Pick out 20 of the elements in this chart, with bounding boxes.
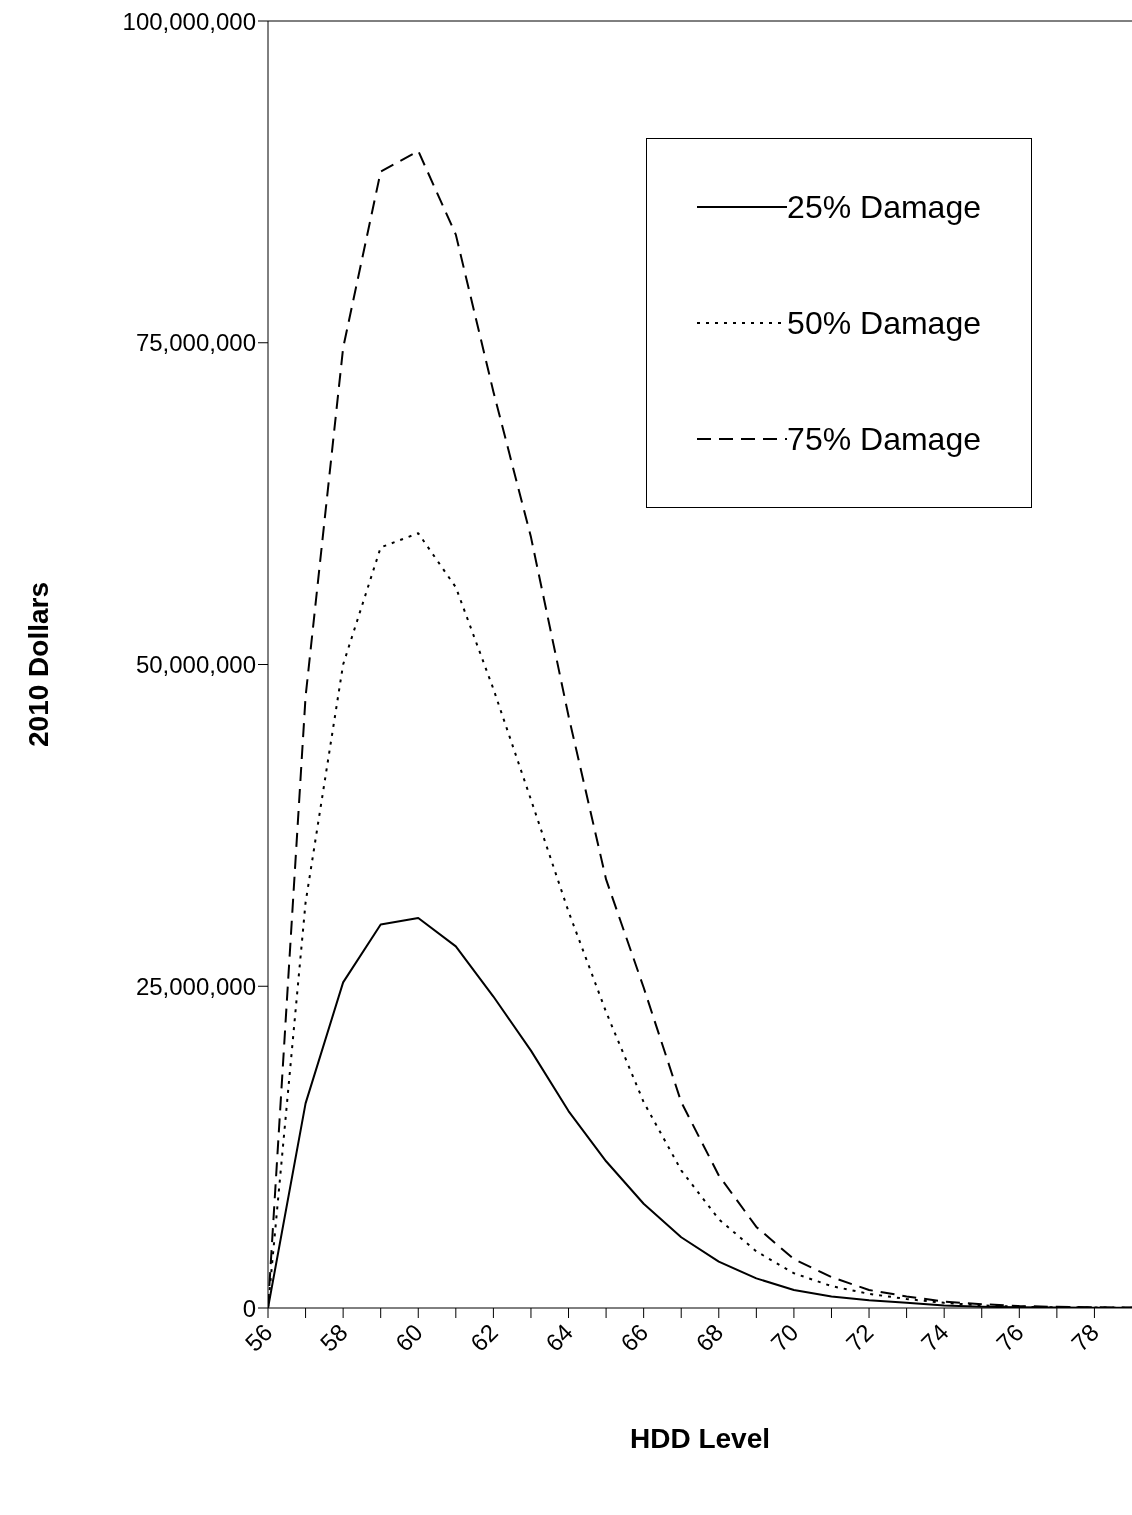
- x-tick-label: 66: [615, 1318, 654, 1357]
- legend-label: 75% Damage: [787, 420, 981, 458]
- x-tick-label: 62: [464, 1318, 503, 1357]
- x-tick-label: 76: [990, 1318, 1029, 1357]
- x-tick-label: 78: [1066, 1318, 1104, 1357]
- x-tick-label: 58: [314, 1318, 353, 1357]
- y-axis-title: 2010 Dollars: [22, 582, 54, 747]
- y-tick-label: 75,000,000: [135, 329, 256, 357]
- x-tick-label: 60: [389, 1318, 428, 1357]
- x-tick-label: 70: [765, 1318, 804, 1357]
- y-tick-label: 25,000,000: [135, 972, 256, 1000]
- x-axis-title: HDD Level: [629, 1423, 771, 1454]
- legend-label: 50% Damage: [787, 304, 981, 342]
- legend-label: 25% Damage: [787, 188, 981, 226]
- y-tick-label: 100,000,000: [122, 7, 256, 35]
- x-tick-label: 68: [690, 1318, 729, 1357]
- x-tick-label: 74: [915, 1318, 954, 1357]
- x-tick-label: 72: [840, 1318, 879, 1357]
- y-tick-label: 50,000,000: [135, 651, 256, 679]
- x-tick-label: 64: [540, 1318, 579, 1357]
